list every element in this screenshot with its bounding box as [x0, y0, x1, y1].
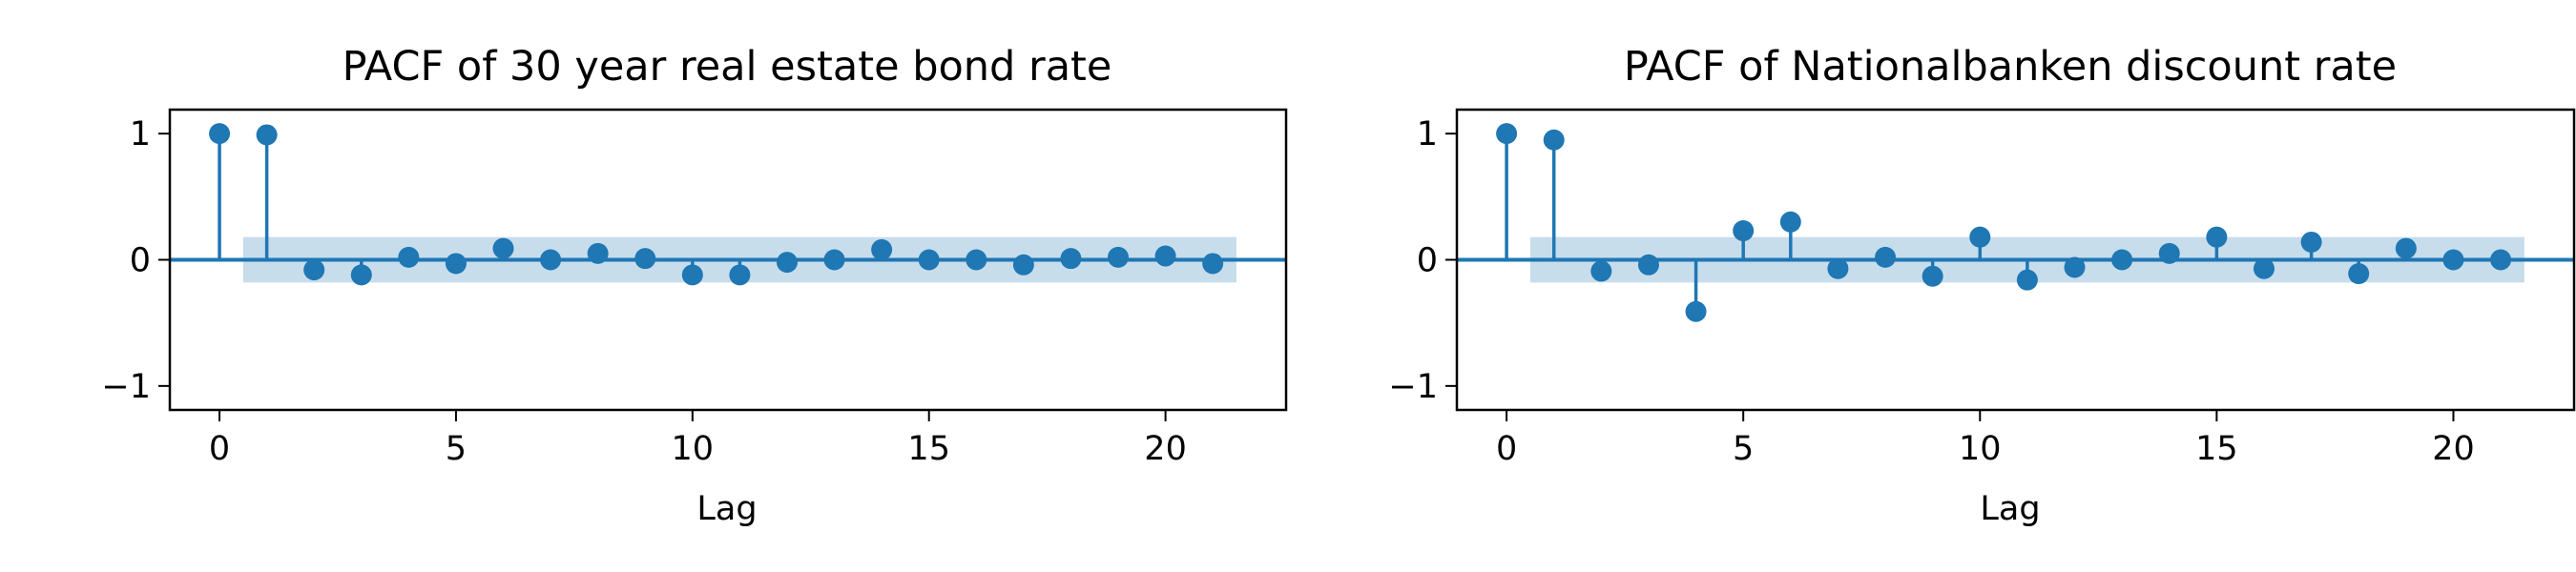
stem-marker	[2158, 242, 2180, 264]
stem-marker	[823, 249, 845, 271]
stem-marker	[2490, 249, 2512, 271]
stem-marker	[2253, 257, 2275, 279]
stem-marker	[1969, 226, 1991, 248]
y-tick-label: 0	[130, 242, 151, 280]
stem-marker	[681, 264, 703, 286]
stem-marker	[1685, 300, 1707, 322]
stem-marker	[1108, 246, 1130, 268]
x-tick-label: 15	[907, 430, 950, 468]
pacf-panel-bond-rate: PACF of 30 year real estate bond rate La…	[101, 43, 1288, 528]
stem-marker	[1779, 211, 1801, 233]
stem-marker	[1012, 254, 1034, 276]
stem-marker	[1590, 260, 1612, 282]
y-tick-label: 1	[130, 115, 151, 153]
stem-marker	[492, 237, 514, 259]
stem-marker	[918, 249, 940, 271]
stem-marker	[1202, 253, 1224, 275]
stem-marker	[1543, 129, 1565, 151]
stem-marker	[587, 242, 609, 264]
x-tick-label: 15	[2195, 430, 2238, 468]
stem-marker	[2064, 256, 2086, 278]
stem-marker	[1827, 257, 1849, 279]
stem-marker	[1496, 123, 1518, 145]
x-tick-label: 0	[1496, 430, 1517, 468]
y-tick-label: 1	[1417, 115, 1438, 153]
stem-marker	[2206, 226, 2228, 248]
stem-marker	[729, 264, 751, 286]
stem-marker	[1154, 245, 1176, 267]
chart-title: PACF of 30 year real estate bond rate	[343, 43, 1112, 91]
stem-marker	[776, 252, 798, 274]
stem-marker	[2442, 249, 2464, 271]
x-tick-label: 20	[2432, 430, 2475, 468]
stem-marker	[2395, 237, 2417, 259]
y-tick-label: −1	[1388, 368, 1438, 406]
stem-marker	[1060, 248, 1082, 270]
y-tick-label: −1	[101, 368, 151, 406]
stem-marker	[256, 124, 278, 146]
stem-marker	[350, 264, 372, 286]
x-tick-label: 5	[1733, 430, 1754, 468]
x-tick-label: 20	[1144, 430, 1187, 468]
stem-marker	[966, 249, 987, 271]
x-axis-label: Lag	[696, 490, 757, 528]
stem-marker	[398, 246, 420, 268]
plot-area: 0 5 10 15 20 −1 0 1	[1388, 108, 2576, 468]
stem-marker	[1875, 246, 1897, 268]
stem-marker	[1922, 265, 1943, 287]
y-tick-label: 0	[1417, 242, 1438, 280]
x-tick-label: 10	[672, 430, 715, 468]
stem-marker	[540, 249, 562, 271]
stem-marker	[2300, 231, 2322, 253]
x-axis-label: Lag	[1980, 490, 2040, 528]
stem-marker	[445, 253, 467, 275]
stem-marker	[2348, 263, 2370, 285]
stem-marker	[871, 238, 893, 260]
chart-title: PACF of Nationalbanken discount rate	[1624, 43, 2397, 91]
x-tick-label: 10	[1959, 430, 2002, 468]
plot-area: 0 5 10 15 20 −1 0 1	[101, 108, 1288, 468]
stem-marker	[634, 248, 656, 270]
stem-marker	[2111, 249, 2133, 271]
pacf-panel-discount-rate: PACF of Nationalbanken discount rate Lag…	[1388, 43, 2576, 528]
stem-marker	[1733, 220, 1755, 242]
x-tick-label: 5	[446, 430, 467, 468]
stem-marker	[1637, 254, 1659, 276]
x-tick-label: 0	[209, 430, 230, 468]
stem-marker	[2016, 269, 2038, 291]
stem-marker	[303, 259, 325, 281]
stem-marker	[209, 123, 231, 145]
